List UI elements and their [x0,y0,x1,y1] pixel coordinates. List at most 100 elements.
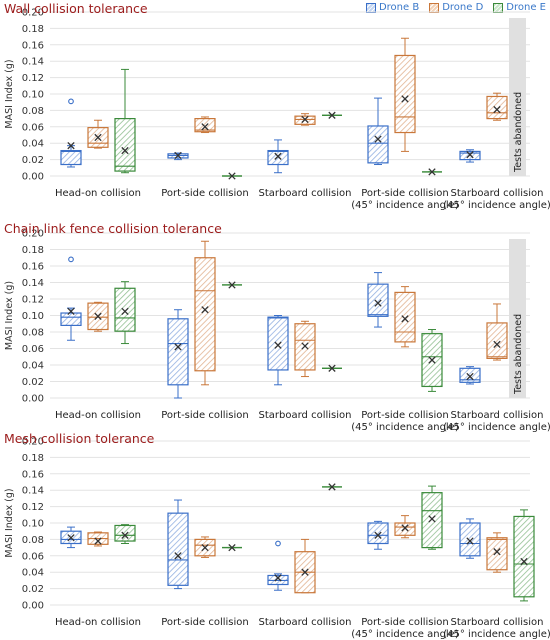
y-tick-label: 0.00 [22,601,44,612]
box [486,322,508,359]
mean-marker [201,543,209,552]
mean-marker [274,341,282,349]
chart-title: Wall collision tolerance [4,1,148,16]
box [267,316,289,371]
mean-marker [428,515,436,523]
box [459,522,481,557]
y-tick-label: 0.16 [22,469,44,480]
mean-marker [274,152,282,160]
box [60,312,82,326]
y-tick-label: 0.18 [22,24,44,35]
y-tick-label: 0.10 [22,90,44,101]
y-tick-label: 0.04 [22,361,44,372]
box [394,291,416,343]
box [194,117,216,133]
category-label: Port-side collision [161,617,249,628]
mean-marker [174,552,182,560]
category-label: Starboard collision [451,617,544,628]
box [367,522,389,545]
y-tick-label: 0.14 [22,278,44,289]
y-tick-label: 0.20 [22,229,44,240]
y-tick-label: 0.20 [22,437,44,448]
mean-marker [401,315,409,323]
chart-title: Chain link fence collision tolerance [4,221,222,236]
box [367,283,389,317]
mean-marker [520,557,528,566]
mean-marker [328,364,336,372]
box [394,522,416,536]
abandoned-bar [509,18,526,176]
box [394,54,416,134]
mean-marker [121,307,129,316]
category-label: (45° incidence angle) [443,422,550,433]
outlier-point [275,540,281,547]
mean-marker [493,105,501,114]
y-tick-label: 0.10 [22,519,44,530]
abandoned-bar [509,239,526,398]
mean-marker [401,524,409,532]
y-tick-label: 0.02 [22,377,44,388]
y-axis-label: MASI Index (g) [4,281,15,350]
box [486,537,508,571]
legend-label-drone-e: Drone E [506,2,546,13]
box [114,287,136,332]
y-tick-label: 0.02 [22,584,44,595]
mean-marker [374,531,382,539]
mean-marker [466,151,474,159]
legend-label-drone-d: Drone D [442,2,484,13]
mean-marker [374,135,382,143]
y-tick-label: 0.08 [22,328,44,339]
category-label: (45° incidence angle) [443,629,550,640]
mean-marker [301,568,309,576]
box [114,117,136,172]
y-tick-label: 0.18 [22,453,44,464]
y-tick-label: 0.20 [22,8,44,19]
mean-marker [374,299,382,307]
box [459,367,481,383]
mean-marker [94,133,102,142]
abandoned-label: Tests abandoned [513,92,524,173]
category-label: (45° incidence angle) [443,200,550,211]
abandoned-label: Tests abandoned [513,314,524,395]
mean-marker [121,531,129,539]
category-label: Starboard collision [451,188,544,199]
mean-marker [328,111,336,119]
y-tick-label: 0.12 [22,502,44,513]
category-label: Head-on collision [55,617,141,628]
category-label: Port-side collision [161,188,249,199]
y-tick-label: 0.08 [22,535,44,546]
mean-marker [201,123,209,131]
y-tick-label: 0.04 [22,568,44,579]
box [194,257,216,372]
mean-marker [67,534,75,542]
category-label: Port-side collision [361,188,449,199]
y-tick-label: 0.12 [22,295,44,306]
mean-marker [67,307,75,316]
chart-title: Mesh collision tolerance [4,431,155,446]
mean-marker [174,151,182,160]
category-label: Starboard collision [451,410,544,421]
mean-marker [121,146,129,155]
category-label: Starboard collision [259,188,352,199]
mean-marker [274,574,282,582]
mean-marker [466,537,474,545]
y-tick-label: 0.06 [22,551,44,562]
mean-marker [228,172,236,180]
y-tick-label: 0.06 [22,344,44,355]
mean-marker [301,115,309,124]
category-label: Starboard collision [259,617,352,628]
y-axis-label: MASI Index (g) [4,59,15,128]
mean-marker [94,537,102,545]
mean-marker [328,483,336,491]
y-tick-label: 0.14 [22,486,44,497]
y-tick-label: 0.10 [22,311,44,322]
category-label: Port-side collision [361,410,449,421]
mean-marker [428,356,436,364]
outlier-point [68,98,74,105]
box [513,515,535,598]
y-tick-label: 0.00 [22,172,44,183]
mean-marker [466,372,474,381]
mean-marker [301,342,309,350]
mean-marker [428,168,436,176]
legend-label-drone-b: Drone B [378,2,420,13]
